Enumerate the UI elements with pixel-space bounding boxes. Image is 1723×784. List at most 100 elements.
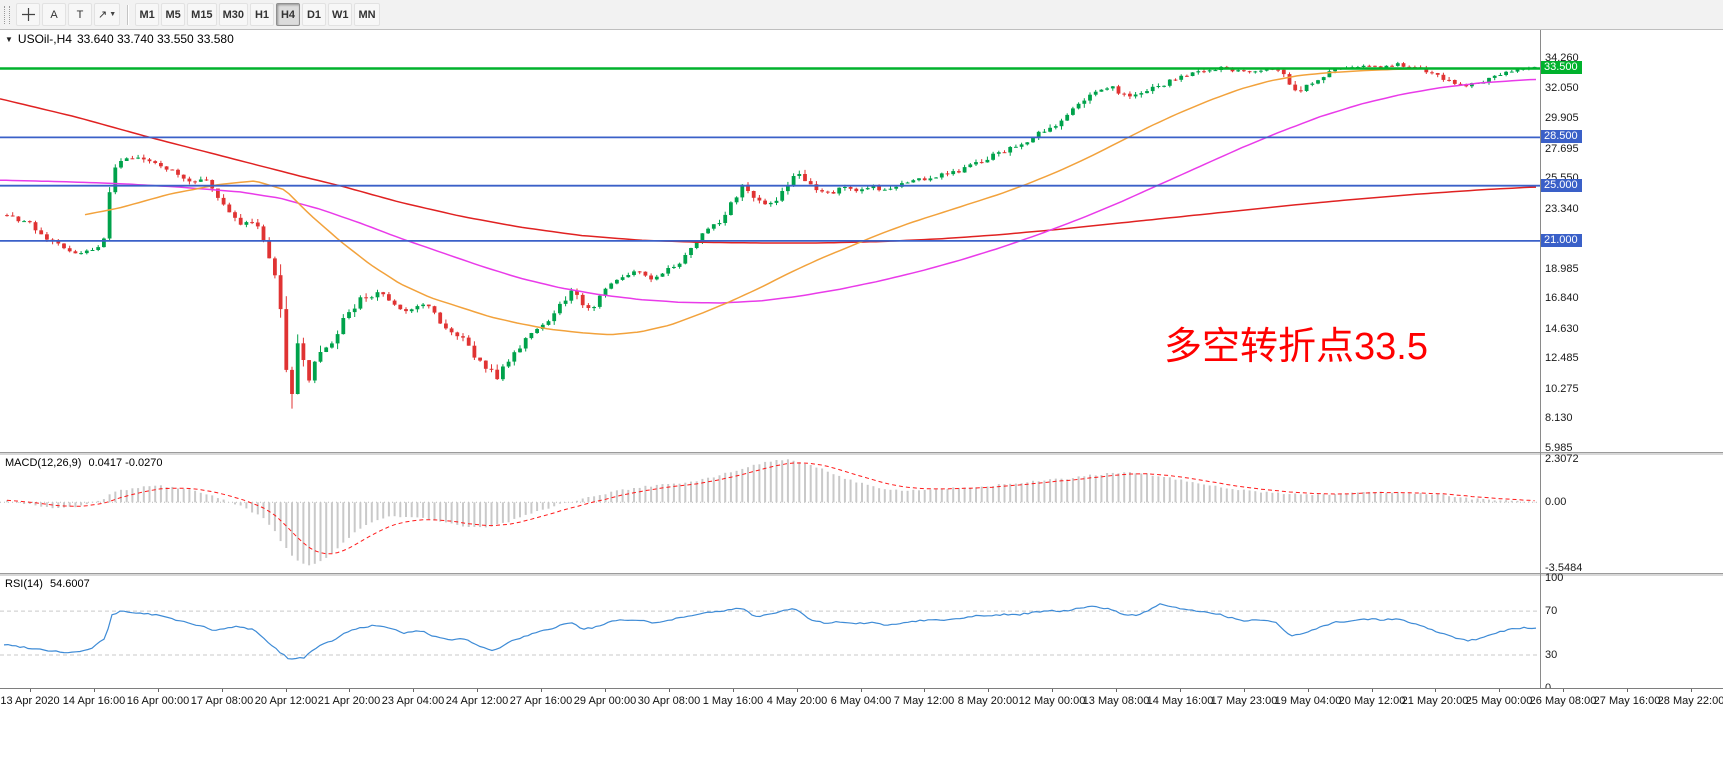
drawing-tools-group: A T ↗ ▼ (15, 3, 121, 26)
price-scale-label: 14.630 (1545, 323, 1579, 335)
time-axis-label: 21 Apr 20:00 (317, 695, 381, 707)
timeframe-M30[interactable]: M30 (218, 3, 248, 26)
time-axis-tick (541, 689, 542, 692)
toolbar-gripper[interactable] (4, 5, 10, 24)
chart-annotation-text[interactable]: 多空转折点33.5 (1164, 326, 1428, 368)
time-axis-label: 27 Apr 16:00 (509, 695, 573, 707)
macd-indicator-label: MACD(12,26,9) 0.0417 -0.0270 (5, 457, 167, 469)
time-axis-label: 26 May 08:00 (1529, 695, 1597, 707)
time-axis-label: 14 Apr 16:00 (62, 695, 126, 707)
ohlc-values: 33.640 33.740 33.550 33.580 (76, 32, 234, 46)
text-label-tool[interactable]: T (68, 3, 92, 26)
price-scale-label: 12.485 (1545, 352, 1579, 364)
price-scale-label: 27.695 (1545, 143, 1579, 155)
macd-scale-label: -3.5484 (1545, 562, 1583, 574)
time-axis-tick (1244, 689, 1245, 692)
time-axis-tick (1691, 689, 1692, 692)
panel-splitter[interactable] (0, 573, 1723, 576)
arrows-dropdown[interactable]: ↗ ▼ (94, 3, 121, 26)
crosshair-icon (21, 8, 35, 21)
price-scale-label: 8.130 (1545, 412, 1573, 424)
time-axis-label: 17 May 23:00 (1210, 695, 1278, 707)
time-axis-label: 29 Apr 00:00 (573, 695, 637, 707)
time-axis-label: 4 May 20:00 (766, 695, 828, 707)
crosshair-tool[interactable] (16, 3, 40, 26)
rsi-scale-label: 30 (1545, 649, 1558, 661)
price-scale-label: 10.275 (1545, 383, 1579, 395)
time-axis-label: 25 May 00:00 (1465, 695, 1533, 707)
price-scale-label: 23.340 (1545, 203, 1579, 215)
time-axis-label: 8 May 20:00 (957, 695, 1019, 707)
rsi-scale-label: 100 (1545, 572, 1564, 584)
chart-title: ▼ USOil-,H4 33.640 33.740 33.550 33.580 (5, 32, 234, 46)
rsi-indicator-label: RSI(14) 54.6007 (5, 578, 94, 590)
rsi-scale-label: 70 (1545, 605, 1558, 617)
rsi-name: RSI(14) (5, 578, 43, 590)
time-axis-tick (733, 689, 734, 692)
macd-scale-label: 0.00 (1545, 496, 1567, 508)
time-axis-tick (1499, 689, 1500, 692)
dropdown-caret-icon: ▼ (109, 11, 117, 18)
time-axis-tick (1627, 689, 1628, 692)
price-scale-label: 29.905 (1545, 112, 1579, 124)
toolbar: A T ↗ ▼ M1 M5 M15 M30 H1 H4 D1 W1 MN (0, 0, 1723, 30)
rsi-current-value: 54.6007 (49, 578, 90, 590)
price-scale-label: 5.985 (1545, 442, 1573, 454)
price-level-badge: 33.500 (1541, 61, 1582, 74)
price-level-badge: 25.000 (1541, 179, 1582, 192)
macd-scale-label: 2.3072 (1545, 453, 1579, 465)
time-axis-label: 20 Apr 12:00 (254, 695, 318, 707)
timeframe-D1[interactable]: D1 (301, 3, 326, 26)
time-axis-tick (1308, 689, 1309, 692)
price-level-badge: 21.000 (1541, 234, 1582, 247)
price-scale-label: 16.840 (1545, 292, 1579, 304)
timeframe-M1[interactable]: M1 (135, 3, 160, 26)
timeframe-H1[interactable]: H1 (249, 3, 274, 26)
time-axis-tick (1435, 689, 1436, 692)
time-axis-tick (605, 689, 606, 692)
chart-window: ▼ USOil-,H4 33.640 33.740 33.550 33.580 … (0, 29, 1723, 784)
time-axis-tick (1116, 689, 1117, 692)
time-axis-tick (1372, 689, 1373, 692)
time-axis-tick (477, 689, 478, 692)
toolbar-separator (127, 4, 129, 25)
panel-splitter[interactable] (0, 452, 1723, 455)
timeframe-H4[interactable]: H4 (275, 3, 300, 26)
time-axis-label: 1 May 16:00 (702, 695, 764, 707)
text-tool[interactable]: A (42, 3, 66, 26)
rsi-panel-canvas[interactable] (0, 575, 1540, 688)
time-axis-label: 24 Apr 12:00 (445, 695, 509, 707)
macd-panel-canvas[interactable] (0, 454, 1540, 573)
time-axis-label: 13 May 08:00 (1082, 695, 1150, 707)
time-axis-label: 21 May 20:00 (1401, 695, 1469, 707)
timeframe-M15[interactable]: M15 (187, 3, 217, 26)
time-axis[interactable]: 13 Apr 2020 14 Apr 16:00 16 Apr 00:00 17 Ap… (0, 688, 1723, 713)
time-axis-label: 30 Apr 08:00 (637, 695, 701, 707)
time-axis-tick (286, 689, 287, 692)
time-axis-label: 20 May 12:00 (1338, 695, 1406, 707)
price-scale[interactable]: 34.260 32.050 29.905 27.695 25.550 23.340 18.9… (1541, 29, 1723, 694)
time-axis-tick (30, 689, 31, 692)
time-axis-label: 19 May 04:00 (1274, 695, 1342, 707)
collapse-chart-icon[interactable]: ▼ (5, 34, 13, 44)
time-axis-label: 6 May 04:00 (830, 695, 892, 707)
time-axis-tick (924, 689, 925, 692)
time-axis-label: 28 May 22:00 (1657, 695, 1723, 707)
time-axis-tick (413, 689, 414, 692)
time-axis-tick (1180, 689, 1181, 692)
time-axis-tick (1052, 689, 1053, 692)
price-scale-label: 32.050 (1545, 82, 1579, 94)
time-axis-tick (797, 689, 798, 692)
time-axis-tick (988, 689, 989, 692)
time-axis-label: 17 Apr 08:00 (190, 695, 254, 707)
timeframe-switcher: M1 M5 M15 M30 H1 H4 D1 W1 MN (134, 3, 380, 26)
time-axis-tick (94, 689, 95, 692)
macd-name: MACD(12,26,9) (5, 457, 82, 469)
timeframe-M5[interactable]: M5 (161, 3, 186, 26)
price-chart-canvas[interactable] (0, 29, 1540, 452)
time-axis-label: 23 Apr 04:00 (381, 695, 445, 707)
timeframe-MN[interactable]: MN (354, 3, 380, 26)
timeframe-W1[interactable]: W1 (327, 3, 353, 26)
time-axis-label: 12 May 00:00 (1018, 695, 1086, 707)
time-axis-tick (158, 689, 159, 692)
